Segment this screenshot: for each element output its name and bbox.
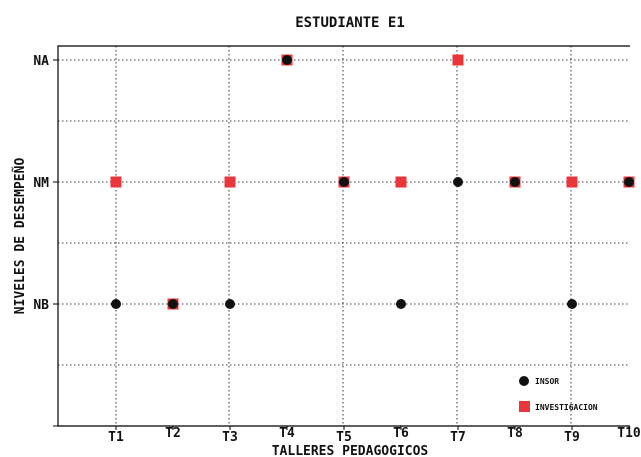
x-tick-label-t10: T10 — [617, 426, 641, 441]
x-tick-label-t3: T3 — [222, 430, 238, 445]
point-insor-t1 — [111, 299, 121, 309]
point-insor-t8 — [510, 177, 520, 187]
point-insor-t3 — [225, 299, 235, 309]
y-tick-labels: NB NM NA — [33, 54, 49, 313]
point-insor-t5 — [339, 177, 349, 187]
x-tick-label-t7: T7 — [450, 430, 466, 445]
data-points — [110, 54, 635, 310]
x-tick-labels: T1 T2 T3 T4 T5 T6 T7 T8 T9 T10 — [108, 426, 641, 445]
x-tick-label-t5: T5 — [336, 430, 352, 445]
y-axis-label: NIVELES DE DESEMPEÑO — [12, 158, 28, 315]
point-investigacion-t3 — [224, 176, 236, 188]
x-tick-label-t8: T8 — [507, 426, 523, 441]
point-investigacion-t1 — [110, 176, 122, 188]
x-tick-label-t4: T4 — [279, 426, 295, 441]
legend-label-investigacion: INVESTIGACION — [535, 403, 598, 412]
chart-title: ESTUDIANTE E1 — [295, 15, 405, 31]
point-insor-t9 — [567, 299, 577, 309]
point-insor-t2 — [168, 299, 178, 309]
point-insor-t10 — [624, 177, 634, 187]
plot-frame — [53, 45, 630, 430]
point-investigacion-t7 — [452, 54, 464, 66]
point-insor-t6 — [396, 299, 406, 309]
legend-label-insor: INSOR — [535, 377, 559, 386]
x-tick-label-t2: T2 — [165, 426, 181, 441]
point-insor-t4 — [282, 55, 292, 65]
grid-lines — [58, 46, 630, 426]
point-investigacion-t9 — [566, 176, 578, 188]
legend: INSOR INVESTIGACION — [519, 376, 598, 412]
x-tick-label-t6: T6 — [393, 426, 409, 441]
axis-frame — [57, 45, 630, 427]
x-axis-label: TALLERES PEDAGOGICOS — [272, 444, 429, 457]
y-tick-label-nb: NB — [33, 298, 49, 313]
point-investigacion-t6 — [395, 176, 407, 188]
y-tick-label-nm: NM — [33, 176, 49, 191]
legend-marker-investigacion — [519, 401, 530, 412]
point-insor-t7 — [453, 177, 463, 187]
legend-marker-insor — [519, 376, 529, 386]
x-tick-label-t1: T1 — [108, 430, 124, 445]
y-tick-label-na: NA — [33, 54, 49, 69]
x-tick-label-t9: T9 — [564, 430, 580, 445]
